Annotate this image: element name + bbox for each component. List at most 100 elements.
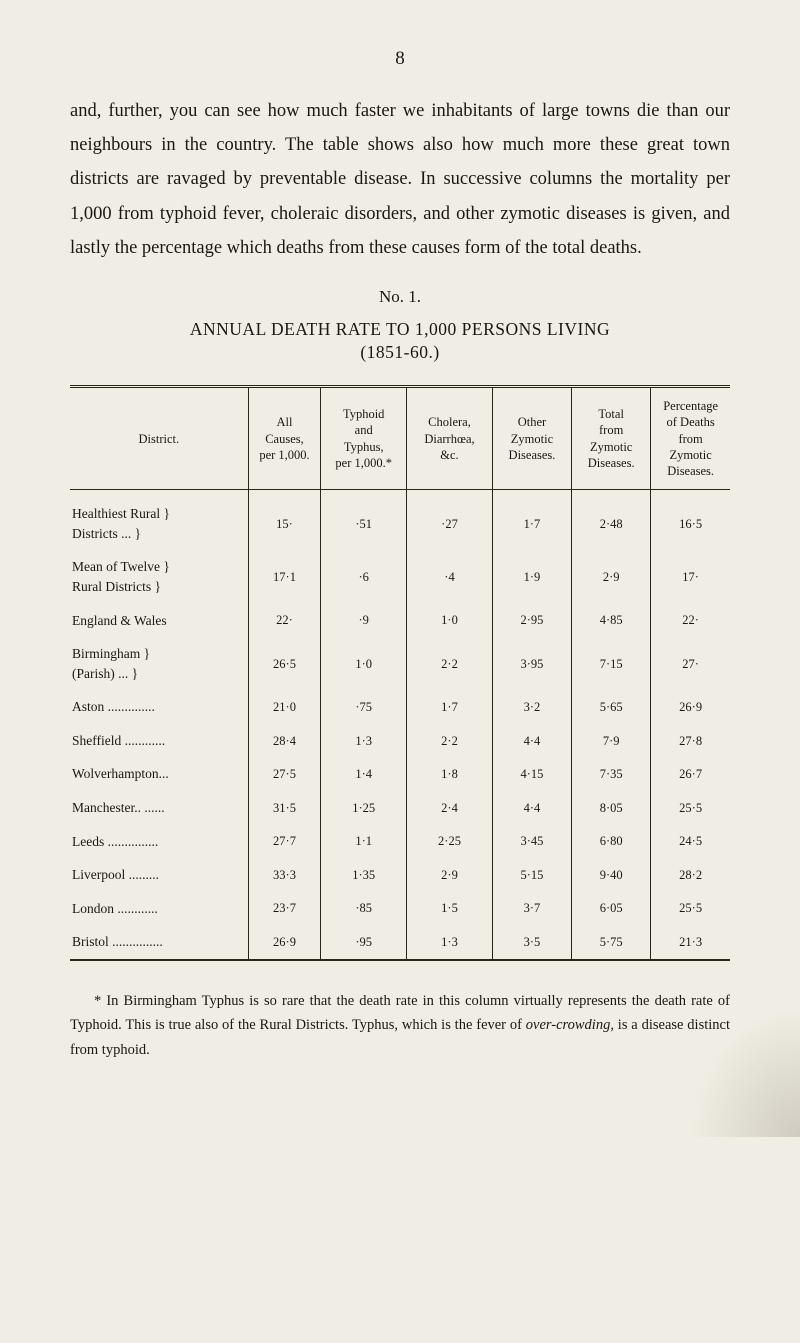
cell: 25·5 [651, 892, 730, 926]
cell: 22· [651, 604, 730, 638]
cell: 3·45 [492, 825, 571, 859]
cell: 7·9 [572, 724, 651, 758]
col-header-cholera: Cholera,Diarrhœa,&c. [407, 388, 493, 490]
cell: 27·5 [248, 757, 321, 791]
cell: 7·35 [572, 757, 651, 791]
cell: 6·80 [572, 825, 651, 859]
table-body: Healthiest Rural }Districts ... } 15· ·5… [70, 490, 730, 959]
cell: 3·2 [492, 690, 571, 724]
cell: 2·95 [492, 604, 571, 638]
cell: 1·0 [321, 637, 407, 690]
table-row: Aston .............. 21·0 ·75 1·7 3·2 5·… [70, 690, 730, 724]
cell: 9·40 [572, 858, 651, 892]
footnote: * In Birmingham Typhus is so rare that t… [70, 989, 730, 1063]
cell: ·27 [407, 490, 493, 551]
cell: ·51 [321, 490, 407, 551]
cell-label: Wolverhampton... [70, 757, 248, 791]
cell-label: Sheffield ............ [70, 724, 248, 758]
cell: 6·05 [572, 892, 651, 926]
cell: ·85 [321, 892, 407, 926]
cell: 28·4 [248, 724, 321, 758]
col-header-all-causes: AllCauses,per 1,000. [248, 388, 321, 490]
table-row: Bristol ............... 26·9 ·95 1·3 3·5… [70, 925, 730, 959]
cell: 7·15 [572, 637, 651, 690]
cell: 1·5 [407, 892, 493, 926]
cell: 28·2 [651, 858, 730, 892]
cell: 17· [651, 550, 730, 603]
cell-label: Birmingham }(Parish) ... } [70, 637, 248, 690]
cell: 23·7 [248, 892, 321, 926]
cell: 16·5 [651, 490, 730, 551]
col-header-typhoid: TyphoidandTyphus,per 1,000.* [321, 388, 407, 490]
document-page: 8 and, further, you can see how much fas… [0, 0, 800, 1137]
cell: ·95 [321, 925, 407, 959]
table-head: District. AllCauses,per 1,000. Typhoidan… [70, 388, 730, 490]
table-row: Mean of Twelve }Rural Districts } 17·1 ·… [70, 550, 730, 603]
cell: 3·95 [492, 637, 571, 690]
table-row: Liverpool ......... 33·3 1·35 2·9 5·15 9… [70, 858, 730, 892]
cell: ·9 [321, 604, 407, 638]
cell: 1·7 [407, 690, 493, 724]
death-rate-table: District. AllCauses,per 1,000. Typhoidan… [70, 388, 730, 959]
cell: 1·4 [321, 757, 407, 791]
cell: 2·9 [572, 550, 651, 603]
cell: 25·5 [651, 791, 730, 825]
table-row: Wolverhampton... 27·5 1·4 1·8 4·15 7·35 … [70, 757, 730, 791]
table-row: Leeds ............... 27·7 1·1 2·25 3·45… [70, 825, 730, 859]
cell: 2·48 [572, 490, 651, 551]
cell: 27·8 [651, 724, 730, 758]
cell: 1·25 [321, 791, 407, 825]
cell: 21·3 [651, 925, 730, 959]
cell-label: Liverpool ......... [70, 858, 248, 892]
cell: 4·4 [492, 724, 571, 758]
cell-label: Bristol ............... [70, 925, 248, 959]
footnote-emphasis: over-crowding [526, 1017, 611, 1033]
cell: 26·9 [248, 925, 321, 959]
body-paragraph: and, further, you can see how much faste… [70, 94, 730, 265]
cell: 2·9 [407, 858, 493, 892]
cell: 3·7 [492, 892, 571, 926]
cell: 1·35 [321, 858, 407, 892]
cell: 31·5 [248, 791, 321, 825]
cell: 24·5 [651, 825, 730, 859]
cell: 1·3 [407, 925, 493, 959]
table-row: Manchester.. ...... 31·5 1·25 2·4 4·4 8·… [70, 791, 730, 825]
cell: 4·4 [492, 791, 571, 825]
table-row: Healthiest Rural }Districts ... } 15· ·5… [70, 490, 730, 551]
table-row: England & Wales 22· ·9 1·0 2·95 4·85 22· [70, 604, 730, 638]
cell: 1·1 [321, 825, 407, 859]
cell: 15· [248, 490, 321, 551]
col-header-percentage: Percentageof DeathsfromZymoticDiseases. [651, 388, 730, 490]
cell: 1·9 [492, 550, 571, 603]
cell: 5·15 [492, 858, 571, 892]
cell: 2·2 [407, 637, 493, 690]
cell: 27· [651, 637, 730, 690]
cell: 26·7 [651, 757, 730, 791]
cell: 4·85 [572, 604, 651, 638]
cell: 5·75 [572, 925, 651, 959]
cell-label: Aston .............. [70, 690, 248, 724]
cell-label: Mean of Twelve }Rural Districts } [70, 550, 248, 603]
data-table-wrap: District. AllCauses,per 1,000. Typhoidan… [70, 385, 730, 961]
cell: 17·1 [248, 550, 321, 603]
cell: 26·9 [651, 690, 730, 724]
col-header-total-zymotic: TotalfromZymoticDiseases. [572, 388, 651, 490]
cell: ·75 [321, 690, 407, 724]
cell: 22· [248, 604, 321, 638]
cell: 3·5 [492, 925, 571, 959]
cell-label: London ............ [70, 892, 248, 926]
table-title-line-2: (1851-60.) [70, 342, 730, 363]
section-number: No. 1. [70, 287, 730, 307]
cell: 2·25 [407, 825, 493, 859]
cell: 2·4 [407, 791, 493, 825]
cell: 1·8 [407, 757, 493, 791]
cell: 4·15 [492, 757, 571, 791]
cell-label: England & Wales [70, 604, 248, 638]
cell: 5·65 [572, 690, 651, 724]
cell-label: Healthiest Rural }Districts ... } [70, 490, 248, 551]
cell: 1·3 [321, 724, 407, 758]
cell: 8·05 [572, 791, 651, 825]
cell: ·6 [321, 550, 407, 603]
cell: 26·5 [248, 637, 321, 690]
table-row: London ............ 23·7 ·85 1·5 3·7 6·0… [70, 892, 730, 926]
